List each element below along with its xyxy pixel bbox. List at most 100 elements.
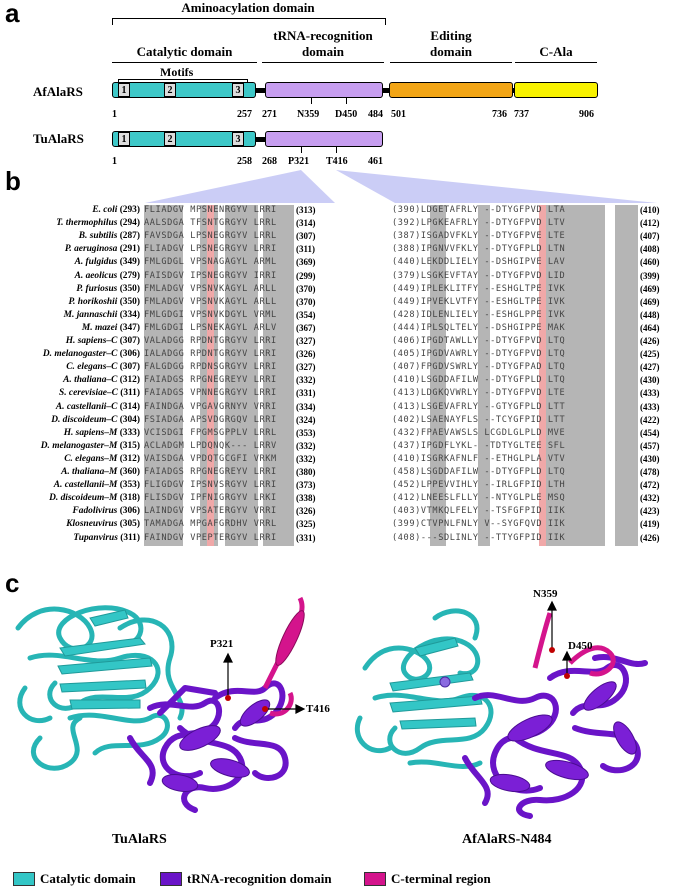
sequence-segment-2: (437)IPGDFLYKL- -TDTYGLTEE SFL — [392, 440, 566, 451]
af-annotation-arrows — [547, 600, 572, 674]
species-name: D. discoideum–C (304) — [0, 415, 140, 425]
species-label: C. elegans–C — [66, 362, 120, 373]
tu-tick-258: 258 — [237, 156, 252, 167]
tu-trna-region — [127, 680, 289, 813]
af-catalytic-sheets — [389, 637, 483, 730]
species-start-position: (333) — [119, 427, 140, 438]
species-name: A. thaliana–C (312) — [0, 375, 140, 385]
segment-1-end: (331) — [296, 532, 316, 543]
species-name: D. discoideum–M (318) — [0, 493, 140, 503]
legend-label-cterm: C-terminal region — [391, 871, 491, 886]
tu-annotation-arrows — [223, 652, 306, 714]
species-name: Klosneuvirus (305) — [0, 519, 140, 529]
species-label: A. fulgidus — [74, 257, 120, 268]
sequence-segment-1: FMLGDGI LPSNEKAGYL ARLV — [144, 322, 277, 333]
tu-tick-t416: T416 — [326, 156, 348, 167]
af-cterm-region — [532, 612, 616, 677]
cala-arrow — [515, 62, 597, 63]
species-start-position: (314) — [119, 401, 140, 412]
af-tick-257: 257 — [237, 109, 252, 120]
species-start-position: (293) — [119, 205, 140, 215]
tu-catalytic-region — [15, 605, 185, 771]
conservation-band — [539, 205, 546, 546]
sequence-segment-1: FLIGDGV IPSNVSRGYV LRRI — [144, 480, 277, 491]
segment-1-end: (332) — [296, 375, 316, 386]
segment-2-end: (460) — [640, 257, 660, 268]
sequence-segment-2: (387)ISGADVFKLY --DTYGFPVE LTE — [392, 231, 566, 242]
sequence-segment-2: (410)LSGDDAFILW --DTYGFPLD LTQ — [392, 375, 566, 386]
species-label: P. horikoshii — [68, 296, 120, 307]
sequence-segment-2: (392)LPGKEAFRLY --DTYGFPVD LTV — [392, 218, 566, 229]
conservation-band — [200, 205, 207, 546]
sequence-segment-1: FMLADGV VPSNVKAGYL ARLL — [144, 296, 277, 307]
sequence-segment-1: FALGDGG RPDNSGRGYV LRRI — [144, 362, 277, 373]
sequence-segment-2: (410)ISGRKAFNLF --ETHGLPLA VTV — [392, 453, 566, 464]
species-label: D. discoideum–M — [49, 493, 120, 504]
species-name: C. elegans–M (312) — [0, 454, 140, 464]
segment-1-end: (307) — [296, 231, 316, 242]
sequence-segment-2: (449)IPVEKLVTFY --ESHGLTPE IVK — [392, 296, 566, 307]
panel-c-letter: c — [5, 568, 20, 598]
species-label: D. melanogaster–M — [40, 440, 120, 451]
afalars-cala-bar — [514, 82, 598, 98]
editing-domain-header-line2: domain — [430, 44, 472, 59]
species-start-position: (360) — [119, 467, 140, 477]
sequence-segment-1: FAVSDGA LPSNEGRGYV LRRL — [144, 231, 277, 242]
tu-tick-268: 268 — [262, 156, 277, 167]
legend-swatch-trna — [160, 872, 182, 886]
species-label: S. cerevisiae–C — [59, 388, 121, 399]
segment-2-end: (430) — [640, 375, 660, 386]
sequence-segment-1: TAMADGA MPGAFGRDHV VRRL — [144, 519, 277, 530]
species-start-position: (311) — [120, 388, 140, 399]
segment-1-end: (327) — [296, 336, 316, 346]
trna-domain-header-line1: tRNA-recognition — [273, 28, 373, 43]
segment-2-end: (408) — [640, 244, 660, 255]
sequence-segment-1: FAINDGA VPGAVGRNYV VRRI — [144, 401, 277, 412]
af-tick-1: 1 — [112, 109, 117, 120]
species-start-position: (318) — [119, 493, 140, 504]
sequence-segment-2: (402)LSAENAYFLS --TCYGFPID LTT — [392, 414, 566, 425]
zoom-wedge-left — [145, 170, 335, 203]
tu-motif-2: 2 — [164, 132, 176, 146]
sequence-segment-1: VAISDGA VPDQTGCGFI VRKM — [144, 453, 277, 464]
tualars-structure-label: TuAlaRS — [112, 832, 167, 847]
species-start-position: (311) — [120, 532, 140, 543]
species-name: C. elegans–C (307) — [0, 362, 140, 372]
species-name: M. mazei (347) — [0, 323, 140, 333]
species-name: E. coli (293) — [0, 205, 140, 215]
segment-2-end: (448) — [640, 309, 660, 320]
sequence-segment-1: FMLADGV VPSNVKAGYL ARLL — [144, 283, 277, 294]
species-label: P. aeruginosa — [64, 244, 120, 255]
conservation-band — [225, 205, 258, 546]
species-label: A. castellanii–M — [53, 480, 120, 491]
segment-2-end: (422) — [640, 414, 660, 425]
segment-1-end: (367) — [296, 322, 316, 333]
segment-2-end: (433) — [640, 401, 660, 412]
tualars-name: TuAlaRS — [33, 131, 84, 146]
af-tick-d450-mark — [346, 98, 347, 104]
sequence-segment-2: (440)LEKDDLIELY --DSHGIPVE LAV — [392, 257, 566, 268]
segment-1-end: (324) — [296, 414, 316, 425]
sequence-segment-1: FAINDGV VPEPTERGYV LRRI — [144, 532, 277, 543]
af-metal-ion — [439, 676, 451, 688]
segment-1-end: (326) — [296, 506, 316, 517]
segment-1-end: (338) — [296, 493, 316, 504]
sequence-segment-2: (449)IPLEKLITFY --ESHGLTPE IVK — [392, 283, 566, 294]
sequence-segment-2: (405)IPGDVAWRLY --DTYGFPVD LTQ — [392, 349, 566, 360]
sequence-segment-2: (412)LNEESLFLLY --NTYGLPLE MSQ — [392, 493, 566, 504]
sequence-segment-2: (428)IDLENLIELY --ESHGLPPE IVK — [392, 309, 566, 320]
segment-2-end: (430) — [640, 453, 660, 464]
sequence-segment-1: AALSDGA TFSNTGRGYV LRRL — [144, 218, 277, 229]
species-start-position: (312) — [119, 453, 140, 464]
segment-1-end: (370) — [296, 296, 316, 307]
legend-label-catalytic: Catalytic domain — [40, 871, 136, 886]
conservation-band — [263, 205, 294, 546]
segment-2-end: (469) — [640, 283, 660, 294]
species-name: Fadolivirus (306) — [0, 506, 140, 516]
segment-1-end: (327) — [296, 362, 316, 373]
sequence-segment-1: IALADGG RPDNTGRGYV LRRI — [144, 349, 277, 360]
sequence-segment-1: FMLGDGI VPSNVKDGYL VRML — [144, 309, 277, 320]
conservation-band — [430, 205, 446, 546]
segment-1-end: (331) — [296, 388, 316, 399]
species-name: B. subtilis (287) — [0, 231, 140, 241]
